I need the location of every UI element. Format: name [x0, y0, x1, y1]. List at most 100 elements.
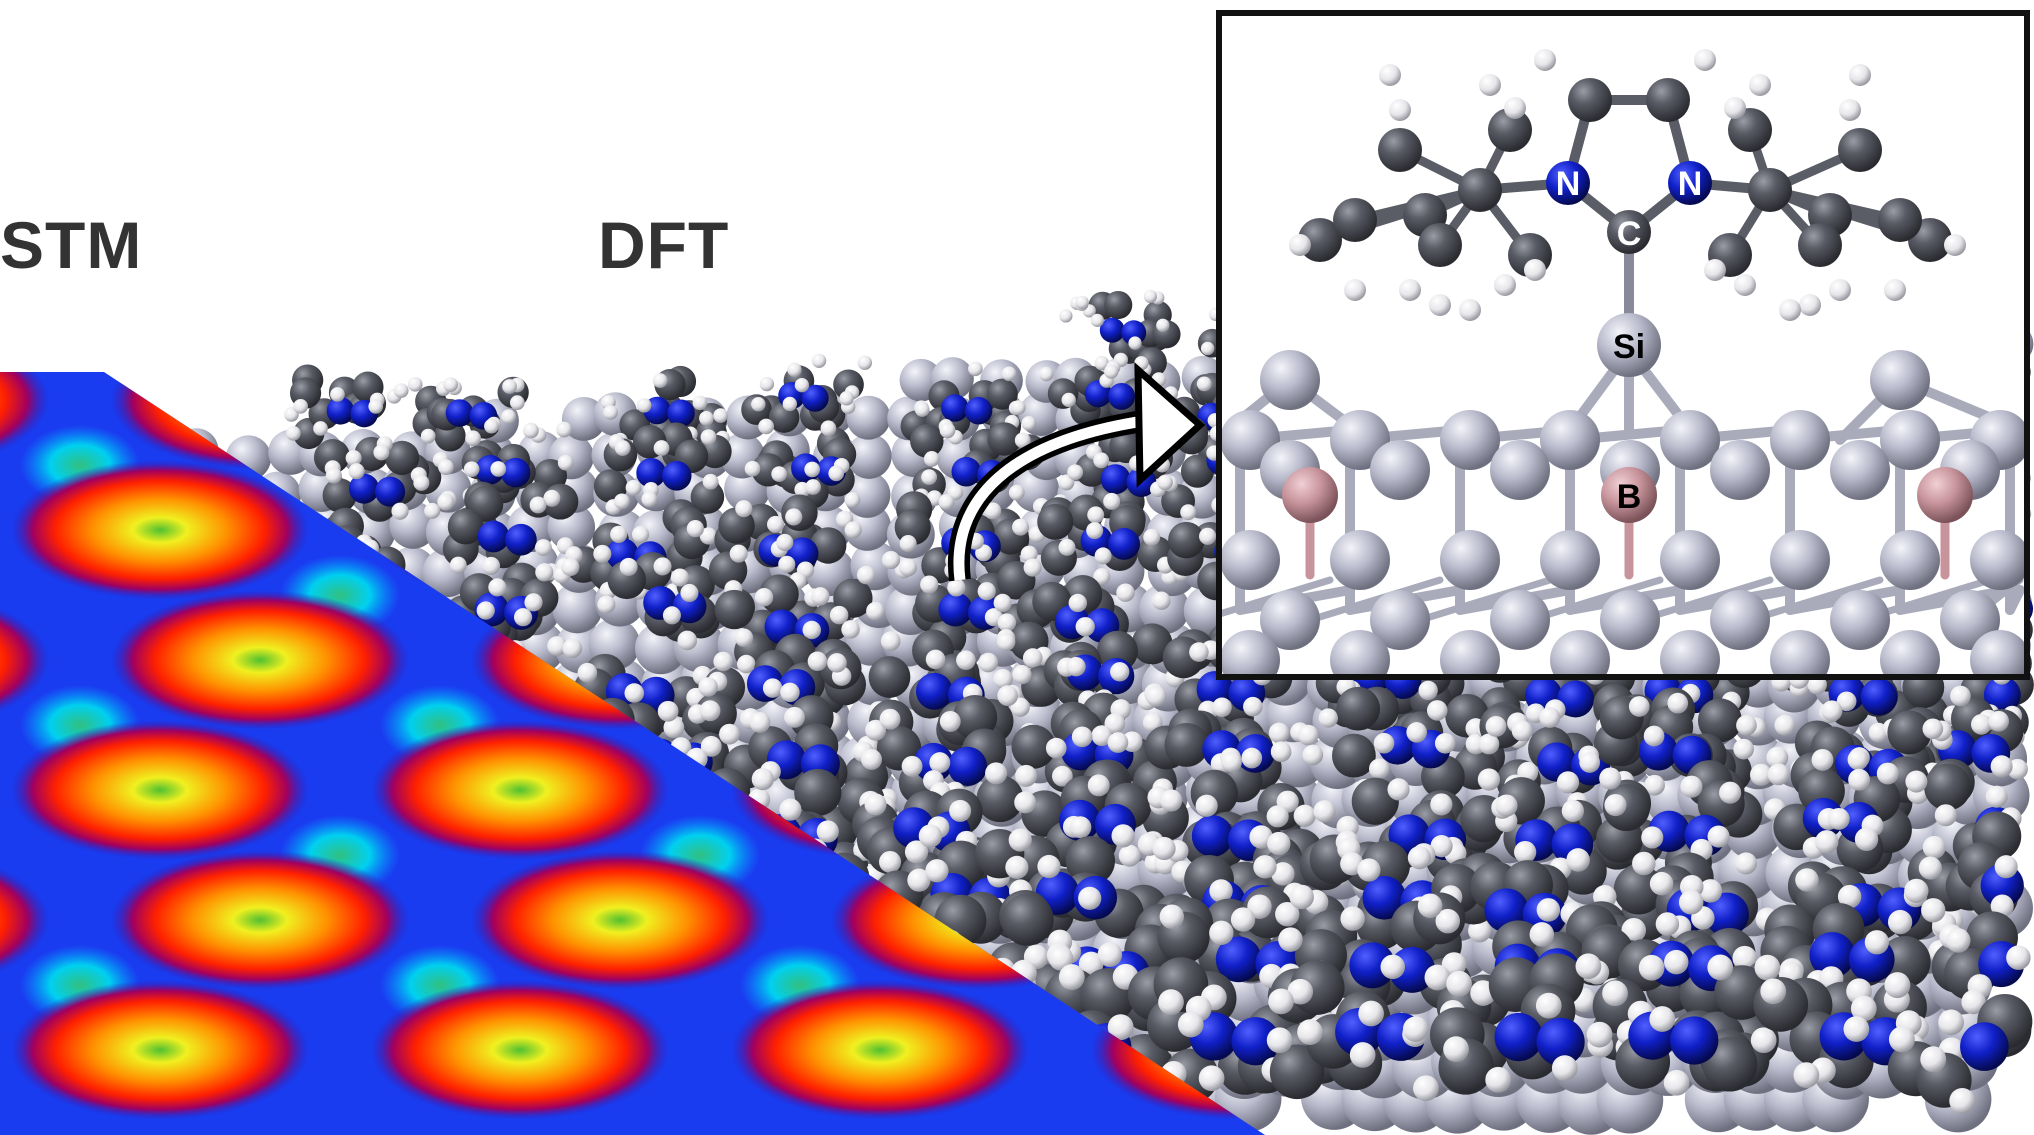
hydrogen-atom: [1435, 908, 1461, 934]
hydrogen-atom: [1008, 484, 1025, 501]
nitrogen-atom: [636, 458, 666, 488]
stm-maximum-spot: [470, 850, 770, 990]
hydrogen-atom: [713, 651, 733, 672]
hydrogen-atom: [1068, 593, 1088, 613]
hydrogen-atom: [939, 422, 956, 439]
substrate-atom: [1880, 630, 1940, 674]
hydrogen-atom: [1302, 744, 1324, 766]
hydrogen-atom: [1485, 715, 1507, 737]
hydrogen-atom: [921, 469, 938, 485]
hydrogen-atom: [1876, 762, 1899, 785]
hydrogen-atom: [898, 558, 918, 577]
nitrogen-atom: [947, 746, 988, 786]
hydrogen-atom: [1387, 778, 1410, 801]
hydrogen-atom: [1039, 366, 1054, 382]
stm-maximum-spot: [10, 460, 310, 600]
hydrogen-atom: [881, 550, 901, 570]
hydrogen-atom: [1655, 912, 1680, 936]
hydrogen-atom: [1667, 692, 1689, 714]
nitrogen-atom: [477, 520, 510, 553]
bond: [1306, 576, 1444, 624]
carbon-atom: [1065, 836, 1116, 886]
carbon-atom: [1378, 128, 1422, 172]
stm-label: STM: [0, 208, 143, 282]
hydrogen-atom: [1152, 591, 1171, 610]
hydrogen-atom: [1704, 259, 1726, 281]
hydrogen-atom: [866, 601, 885, 621]
hydrogen-atom: [449, 556, 467, 574]
carbon-atom: [690, 480, 725, 514]
substrate-atom: [1880, 410, 1940, 470]
hydrogen-atom: [1399, 279, 1421, 301]
hydrogen-atom: [653, 440, 670, 456]
hydrogen-atom: [1837, 884, 1862, 909]
hydrogen-atom: [1221, 751, 1242, 773]
hydrogen-atom: [1793, 1062, 1820, 1089]
hydrogen-atom: [737, 654, 756, 674]
hydrogen-atom: [780, 682, 800, 703]
hydrogen-atom: [1843, 1016, 1870, 1042]
nitrogen-atom: [1108, 528, 1141, 560]
hydrogen-atom: [1052, 765, 1073, 787]
hydrogen-atom: [1090, 313, 1104, 328]
hydrogen-atom: [1815, 830, 1839, 854]
hydrogen-atom: [1799, 294, 1821, 316]
substrate-atom: [1440, 530, 1500, 590]
hydrogen-atom: [977, 582, 996, 601]
hydrogen-atom: [597, 595, 616, 614]
hydrogen-atom: [1732, 945, 1757, 971]
hydrogen-atom: [1811, 748, 1834, 771]
hydrogen-atom: [631, 525, 650, 544]
inset-atom-labels: N N C Si B: [1556, 165, 1703, 516]
hydrogen-atom: [1829, 279, 1851, 301]
hydrogen-atom: [1212, 697, 1232, 718]
hydrogen-atom: [1015, 764, 1038, 787]
hydrogen-atom: [820, 420, 837, 437]
hydrogen-atom: [534, 539, 552, 557]
hydrogen-atom: [1012, 518, 1030, 536]
bond: [1526, 576, 1664, 624]
hydrogen-atom: [1434, 732, 1456, 754]
hydrogen-atom: [920, 575, 939, 594]
nitrogen-atom: [1231, 1017, 1280, 1066]
hydrogen-atom: [1097, 942, 1123, 967]
hydrogen-atom: [844, 521, 862, 539]
hydrogen-atom: [465, 430, 481, 447]
hydrogen-atom: [1904, 878, 1929, 904]
hydrogen-atom: [2006, 945, 2031, 970]
hydrogen-atom: [700, 429, 717, 445]
hydrogen-atom: [782, 396, 798, 412]
hydrogen-atom: [700, 735, 722, 757]
hydrogen-atom: [841, 620, 860, 639]
bond: [1636, 576, 1774, 624]
hydrogen-atom: [686, 519, 704, 538]
hydrogen-atom: [744, 460, 761, 477]
silicon-atom: [1597, 313, 1661, 377]
hydrogen-atom: [1888, 1026, 1915, 1053]
nitrogen-atom: [915, 672, 953, 710]
hydrogen-atom: [1694, 49, 1716, 71]
hydrogen-atom: [1209, 920, 1234, 945]
carbon-atom: [1336, 686, 1381, 731]
hydrogen-atom: [1107, 732, 1129, 753]
carbon-atom: [1001, 893, 1054, 946]
hydrogen-atom: [529, 496, 547, 514]
hydrogen-atom: [925, 649, 946, 670]
hydrogen-atom: [1734, 274, 1756, 296]
carbon-atom: [1418, 223, 1462, 267]
nitrogen-atom: [1668, 161, 1712, 205]
nitrogen-atom: [941, 394, 969, 422]
hydrogen-atom: [729, 544, 748, 563]
carbon-atom: [1104, 290, 1133, 320]
hydrogen-atom: [713, 408, 728, 423]
hydrogen-atom: [1275, 901, 1300, 927]
hydrogen-atom: [1478, 733, 1500, 755]
hydrogen-atom: [1268, 722, 1290, 744]
hydrogen-atom: [1249, 825, 1273, 849]
bond: [1222, 576, 1334, 617]
hydrogen-atom: [1821, 700, 1843, 722]
hydrogen-atom: [828, 465, 845, 482]
hydrogen-atom: [1268, 988, 1294, 1015]
hydrogen-atom: [1066, 657, 1086, 677]
hydrogen-atom: [1297, 1019, 1323, 1045]
